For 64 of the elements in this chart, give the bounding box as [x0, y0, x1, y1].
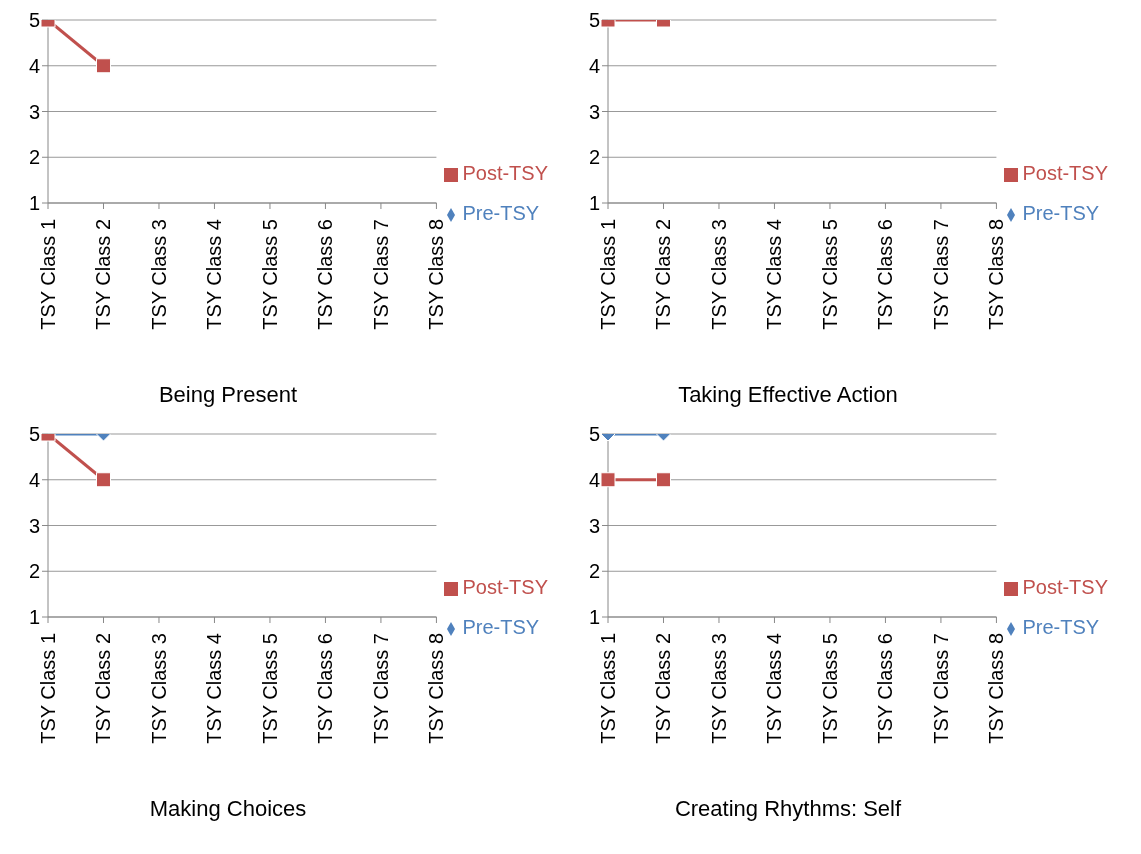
- text: Creating Rhythms: Self: [673, 796, 903, 823]
- x-tick-label: TSY Class 4: [763, 219, 786, 330]
- y-tick-label: 4: [588, 468, 600, 491]
- x-tick-label: TSY Class 7: [929, 219, 952, 330]
- y-tick-label: 2: [588, 560, 600, 583]
- x-tick-label: TSY Class 4: [763, 633, 786, 744]
- x-tick-label: TSY Class 4: [203, 633, 226, 744]
- y-tick-label: 3: [588, 514, 600, 537]
- x-tick-label: TSY Class 4: [203, 219, 226, 330]
- legend-label: Pre-TSY: [1022, 616, 1100, 638]
- x-tick-label: TSY Class 6: [874, 219, 897, 330]
- legend-label: Pre-TSY: [462, 616, 540, 638]
- y-tick-label: 1: [28, 192, 40, 215]
- x-tick-label: TSY Class 3: [707, 633, 730, 744]
- x-tick-label: TSY Class 1: [597, 633, 619, 744]
- y-tick-label: 5: [28, 9, 40, 32]
- text: Making Choices: [148, 796, 308, 823]
- x-tick-label: TSY Class 6: [314, 633, 337, 744]
- y-tick-label: 1: [588, 606, 600, 629]
- y-tick-label: 1: [28, 606, 40, 629]
- x-tick-label: TSY Class 7: [369, 633, 392, 744]
- y-tick-label: 3: [28, 514, 40, 537]
- y-tick-label: 4: [588, 54, 600, 77]
- y-tick-label: 2: [28, 560, 40, 583]
- y-tick-label: 3: [588, 100, 600, 123]
- legend-label: Pre-TSY: [462, 202, 540, 224]
- legend-label: Post-TSY: [1022, 162, 1108, 184]
- y-tick-label: 1: [588, 192, 600, 215]
- y-tick-label: 2: [28, 146, 40, 169]
- x-tick-label: TSY Class 6: [874, 633, 897, 744]
- x-tick-label: TSY Class 1: [37, 219, 59, 330]
- x-tick-label: TSY Class 7: [369, 219, 392, 330]
- x-tick-label: TSY Class 7: [929, 633, 952, 744]
- legend-label: Pre-TSY: [1022, 202, 1100, 224]
- x-tick-label: TSY Class 5: [818, 219, 841, 330]
- x-tick-label: TSY Class 2: [652, 219, 675, 330]
- x-tick-label: TSY Class 8: [425, 219, 448, 330]
- x-tick-label: TSY Class 1: [597, 219, 619, 330]
- x-tick-label: TSY Class 5: [818, 633, 841, 744]
- y-tick-label: 2: [588, 146, 600, 169]
- x-tick-label: TSY Class 2: [92, 219, 115, 330]
- y-tick-label: 4: [28, 54, 40, 77]
- legend-label: Post-TSY: [462, 162, 548, 184]
- x-tick-label: TSY Class 5: [258, 633, 281, 744]
- x-tick-label: TSY Class 2: [652, 633, 675, 744]
- x-tick-label: TSY Class 1: [37, 633, 59, 744]
- y-tick-label: 5: [28, 423, 40, 446]
- x-tick-label: TSY Class 2: [92, 633, 115, 744]
- x-tick-label: TSY Class 3: [147, 633, 170, 744]
- x-tick-label: TSY Class 8: [985, 633, 1008, 744]
- y-tick-label: 4: [28, 468, 40, 491]
- legend-label: Post-TSY: [462, 576, 548, 598]
- y-tick-label: 5: [588, 423, 600, 446]
- x-tick-label: TSY Class 3: [707, 219, 730, 330]
- y-tick-label: 5: [588, 9, 600, 32]
- x-tick-label: TSY Class 3: [147, 219, 170, 330]
- x-tick-label: TSY Class 8: [985, 219, 1008, 330]
- text: Taking Effective Action: [677, 382, 899, 409]
- x-tick-label: TSY Class 5: [258, 219, 281, 330]
- legend-label: Post-TSY: [1022, 576, 1108, 598]
- x-tick-label: TSY Class 8: [425, 633, 448, 744]
- text: Being Present: [157, 382, 299, 409]
- y-tick-label: 3: [28, 100, 40, 123]
- x-tick-label: TSY Class 6: [314, 219, 337, 330]
